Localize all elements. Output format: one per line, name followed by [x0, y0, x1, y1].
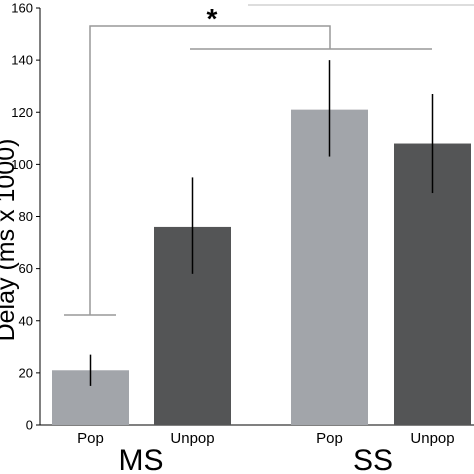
group-labels: MS SS	[119, 444, 394, 474]
y-tick-label: 40	[19, 313, 33, 328]
bars	[52, 109, 471, 426]
y-tick-label: 120	[11, 105, 33, 120]
y-tick-label: 20	[19, 365, 33, 380]
bar-ss-pop	[291, 109, 368, 426]
y-tick-label: 60	[19, 261, 33, 276]
y-tick-label: 100	[11, 157, 33, 172]
category-label: Unpop	[170, 430, 214, 447]
group-label-ms: MS	[119, 444, 164, 474]
y-ticks: 0 20 40 60 80 100 120 140 160	[11, 1, 40, 433]
significance-star: *	[207, 3, 218, 34]
category-label: Pop	[77, 430, 104, 447]
y-tick-label: 0	[26, 418, 33, 433]
y-tick-label: 160	[11, 1, 33, 16]
y-tick-label: 80	[19, 209, 33, 224]
category-labels: Pop Unpop Pop Unpop	[77, 430, 454, 447]
y-tick-label: 140	[11, 53, 33, 68]
significance-bracket: *	[64, 3, 432, 316]
category-label: Pop	[316, 430, 343, 447]
y-axis-label: Delay (ms x 1000)	[0, 139, 20, 342]
category-label: Unpop	[410, 430, 454, 447]
bracket-left-line	[89, 25, 331, 315]
error-bars	[89, 60, 434, 386]
group-label-ss: SS	[353, 444, 393, 474]
